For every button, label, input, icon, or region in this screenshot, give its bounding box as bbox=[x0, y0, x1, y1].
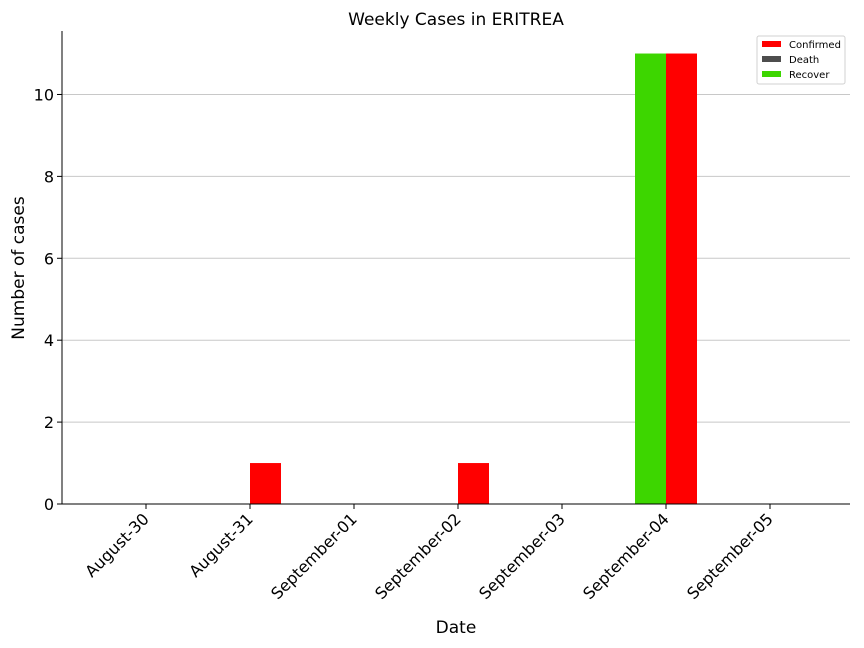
legend: Confirmed Death Recover bbox=[756, 35, 846, 85]
x-tick-label: September-04 bbox=[579, 509, 673, 603]
y-tick-label: 6 bbox=[44, 249, 54, 268]
x-axis-label: Date bbox=[436, 618, 477, 638]
x-tick-label: September-03 bbox=[475, 509, 569, 603]
x-tick-label: August-30 bbox=[81, 509, 153, 581]
y-tick-label: 8 bbox=[44, 167, 54, 186]
y-ticks: 0 2 4 6 8 10 bbox=[34, 85, 62, 514]
gridlines bbox=[62, 93, 850, 423]
axes bbox=[61, 31, 850, 505]
legend-label: Recover bbox=[789, 70, 830, 81]
y-tick-label: 0 bbox=[44, 495, 54, 514]
bar-recover bbox=[635, 53, 666, 505]
x-tick-label: August-31 bbox=[185, 509, 257, 581]
x-tick-label: September-05 bbox=[683, 509, 777, 603]
bar-confirmed bbox=[458, 463, 489, 504]
bars bbox=[250, 53, 697, 505]
legend-swatch bbox=[762, 41, 781, 47]
legend-label: Confirmed bbox=[789, 40, 841, 51]
y-tick-label: 10 bbox=[34, 85, 54, 104]
y-tick-label: 4 bbox=[44, 331, 54, 350]
bar-confirmed bbox=[250, 463, 281, 504]
chart-title: Weekly Cases in ERITREA bbox=[348, 10, 564, 30]
legend-swatch bbox=[762, 56, 781, 62]
x-tick-label: September-02 bbox=[371, 509, 465, 603]
y-tick-label: 2 bbox=[44, 413, 54, 432]
x-ticks: August-30 August-31 September-01 September-… bbox=[81, 504, 777, 603]
bar-confirmed bbox=[666, 53, 697, 505]
legend-label: Death bbox=[789, 55, 819, 66]
x-tick-label: September-01 bbox=[267, 509, 361, 603]
legend-swatch bbox=[762, 71, 781, 77]
y-axis-label: Number of cases bbox=[9, 196, 29, 340]
